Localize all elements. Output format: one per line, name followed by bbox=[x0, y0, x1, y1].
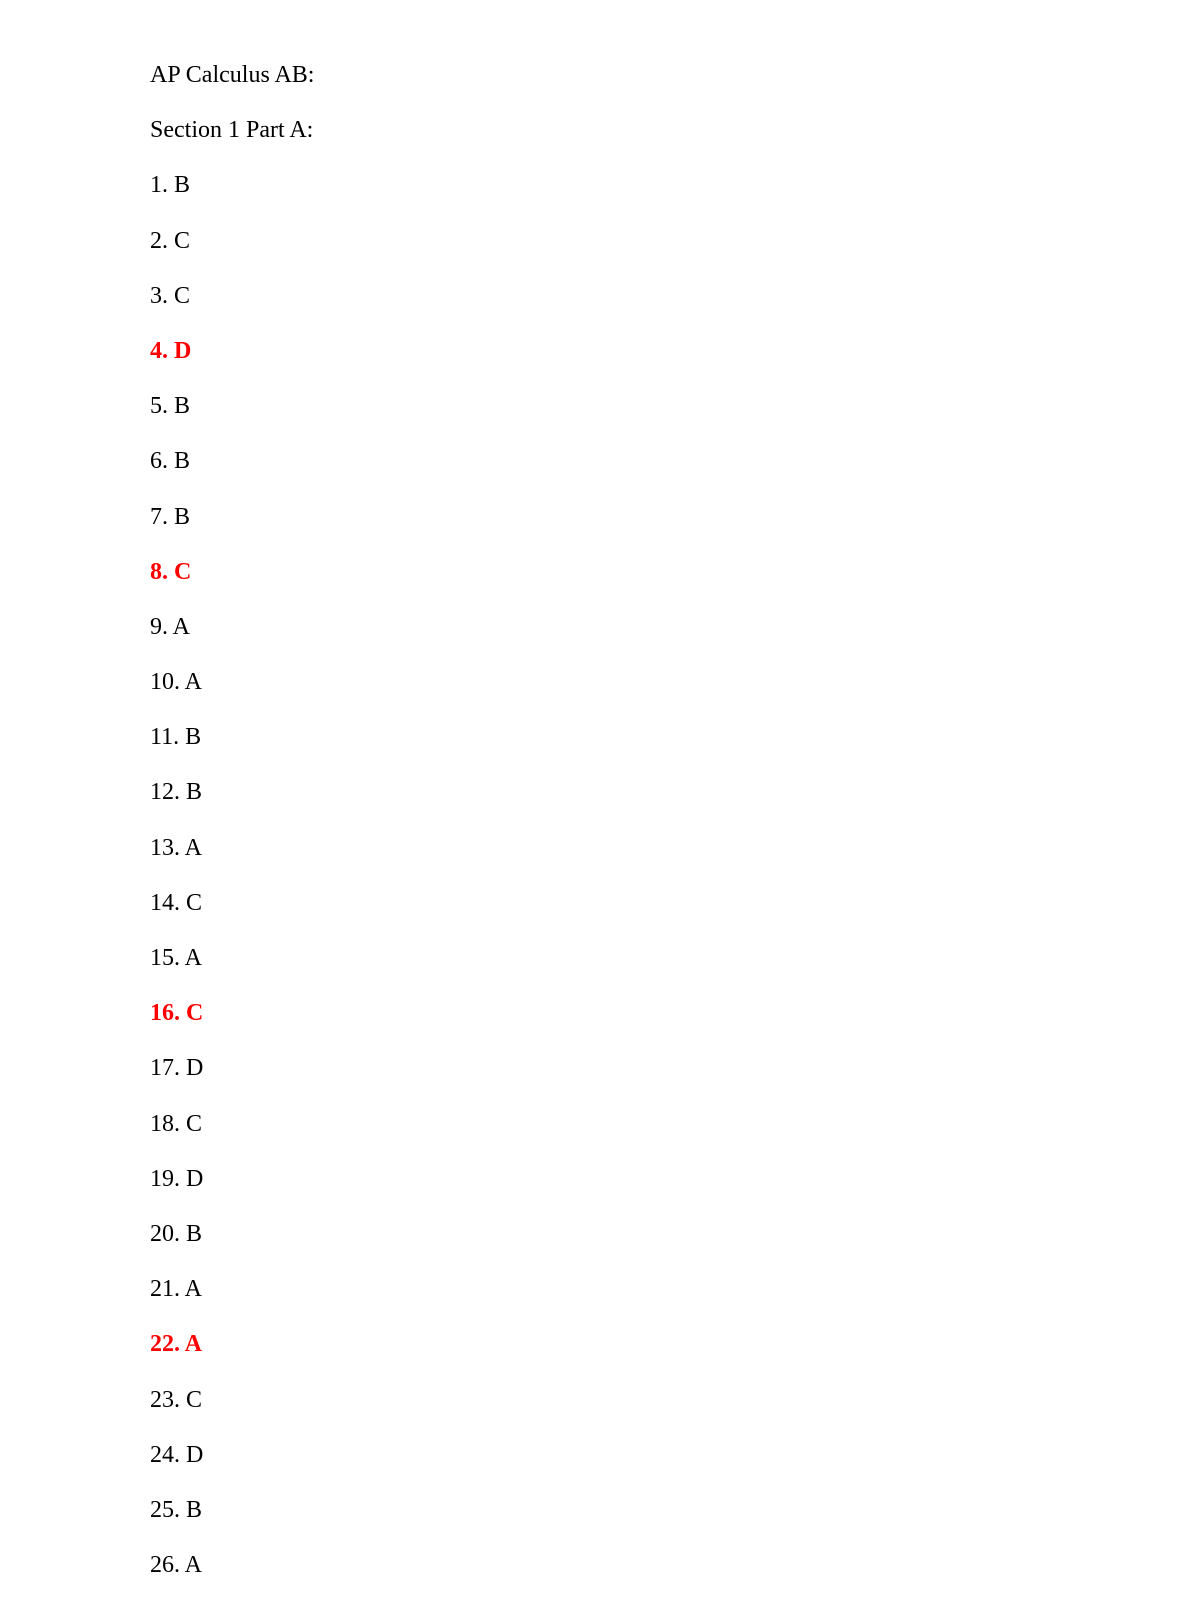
answer-item: 14. C bbox=[150, 888, 1200, 919]
answer-item: 16. C bbox=[150, 998, 1200, 1029]
answer-item: 9. A bbox=[150, 612, 1200, 643]
answer-item: 11. B bbox=[150, 722, 1200, 753]
answer-list: 1. B 2. C 3. C 4. D 5. B 6. B 7. B 8. C 9. A 10. … bbox=[150, 170, 1200, 1581]
answer-item: 8. C bbox=[150, 557, 1200, 588]
answer-item: 15. A bbox=[150, 943, 1200, 974]
answer-item: 1. B bbox=[150, 170, 1200, 201]
section-header: Section 1 Part A: bbox=[150, 115, 1200, 146]
answer-item: 10. A bbox=[150, 667, 1200, 698]
answer-item: 25. B bbox=[150, 1495, 1200, 1526]
answer-item: 19. D bbox=[150, 1164, 1200, 1195]
answer-item: 20. B bbox=[150, 1219, 1200, 1250]
answer-item: 7. B bbox=[150, 502, 1200, 533]
answer-item: 18. C bbox=[150, 1109, 1200, 1140]
answer-item: 26. A bbox=[150, 1550, 1200, 1581]
answer-item: 6. B bbox=[150, 446, 1200, 477]
answer-item: 4. D bbox=[150, 336, 1200, 367]
answer-item: 12. B bbox=[150, 777, 1200, 808]
answer-item: 23. C bbox=[150, 1385, 1200, 1416]
answer-item: 5. B bbox=[150, 391, 1200, 422]
answer-item: 2. C bbox=[150, 226, 1200, 257]
answer-item: 22. A bbox=[150, 1329, 1200, 1360]
answer-item: 13. A bbox=[150, 833, 1200, 864]
answer-item: 3. C bbox=[150, 281, 1200, 312]
answer-item: 17. D bbox=[150, 1053, 1200, 1084]
answer-item: 24. D bbox=[150, 1440, 1200, 1471]
answer-item: 21. A bbox=[150, 1274, 1200, 1305]
document-title: AP Calculus AB: bbox=[150, 60, 1200, 91]
